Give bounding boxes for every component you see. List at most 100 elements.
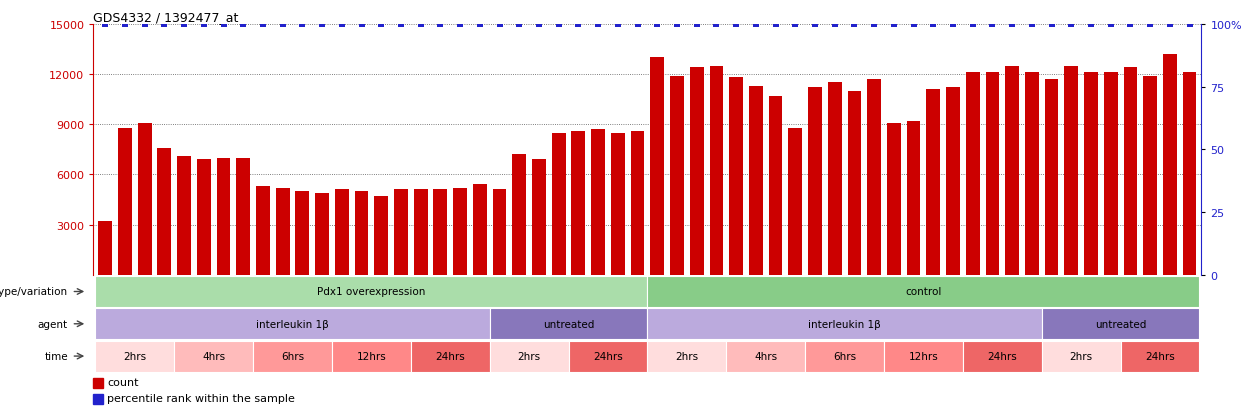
- Text: agent: agent: [37, 319, 68, 329]
- Point: [806, 21, 825, 28]
- Bar: [493, 190, 507, 275]
- Point: [351, 21, 371, 28]
- Bar: [413, 190, 427, 275]
- Bar: [788, 128, 802, 275]
- Bar: [197, 160, 210, 275]
- Bar: [808, 88, 822, 275]
- Text: count: count: [107, 377, 139, 387]
- Text: GDS4332 / 1392477_at: GDS4332 / 1392477_at: [93, 11, 239, 24]
- Point: [667, 21, 687, 28]
- Point: [293, 21, 312, 28]
- Text: time: time: [45, 351, 68, 361]
- Point: [411, 21, 431, 28]
- Bar: [453, 188, 467, 275]
- Bar: [157, 148, 172, 275]
- Bar: [986, 73, 1000, 275]
- Bar: [1064, 66, 1078, 275]
- Bar: [355, 192, 369, 275]
- Bar: [93, 394, 103, 404]
- Bar: [473, 185, 487, 275]
- Bar: [670, 76, 684, 275]
- Point: [569, 21, 589, 28]
- Bar: [690, 68, 703, 275]
- Bar: [868, 80, 881, 275]
- Point: [1140, 21, 1160, 28]
- Text: interleukin 1β: interleukin 1β: [256, 319, 329, 329]
- Point: [647, 21, 667, 28]
- Point: [706, 21, 726, 28]
- Bar: [295, 192, 309, 275]
- Bar: [118, 128, 132, 275]
- Point: [431, 21, 451, 28]
- Bar: [631, 132, 645, 275]
- Point: [96, 21, 116, 28]
- Text: 24hrs: 24hrs: [593, 351, 622, 361]
- Point: [588, 21, 608, 28]
- Point: [924, 21, 944, 28]
- Bar: [730, 78, 743, 275]
- Point: [1160, 21, 1180, 28]
- Text: percentile rank within the sample: percentile rank within the sample: [107, 393, 295, 403]
- Point: [982, 21, 1002, 28]
- Bar: [906, 121, 920, 275]
- Point: [469, 21, 489, 28]
- Point: [1101, 21, 1120, 28]
- Point: [1061, 21, 1081, 28]
- Point: [134, 21, 154, 28]
- Point: [627, 21, 647, 28]
- Bar: [1143, 76, 1157, 275]
- Bar: [256, 187, 270, 275]
- Text: 2hrs: 2hrs: [518, 351, 540, 361]
- Point: [1179, 21, 1199, 28]
- Point: [942, 21, 962, 28]
- Text: 4hrs: 4hrs: [202, 351, 225, 361]
- Bar: [315, 193, 329, 275]
- Text: 24hrs: 24hrs: [1145, 351, 1175, 361]
- Point: [824, 21, 844, 28]
- Bar: [828, 83, 842, 275]
- Bar: [275, 188, 290, 275]
- Point: [864, 21, 884, 28]
- Point: [509, 21, 529, 28]
- Text: control: control: [905, 287, 941, 297]
- Bar: [433, 190, 447, 275]
- Text: untreated: untreated: [543, 319, 594, 329]
- Bar: [650, 58, 664, 275]
- Point: [726, 21, 746, 28]
- Point: [451, 21, 471, 28]
- Point: [529, 21, 549, 28]
- Bar: [1163, 55, 1177, 275]
- Text: 4hrs: 4hrs: [754, 351, 777, 361]
- Bar: [1123, 68, 1138, 275]
- Point: [1002, 21, 1022, 28]
- Point: [962, 21, 982, 28]
- Text: 2hrs: 2hrs: [675, 351, 698, 361]
- Point: [115, 21, 134, 28]
- Bar: [1005, 66, 1020, 275]
- Text: 12hrs: 12hrs: [909, 351, 939, 361]
- Bar: [395, 190, 408, 275]
- Bar: [138, 123, 152, 275]
- Bar: [237, 158, 250, 275]
- Point: [766, 21, 786, 28]
- Point: [884, 21, 904, 28]
- Bar: [749, 86, 763, 275]
- Bar: [571, 132, 585, 275]
- Point: [253, 21, 273, 28]
- Bar: [946, 88, 960, 275]
- Text: 12hrs: 12hrs: [356, 351, 386, 361]
- Point: [1081, 21, 1101, 28]
- Point: [391, 21, 411, 28]
- Text: interleukin 1β: interleukin 1β: [808, 319, 881, 329]
- Point: [746, 21, 766, 28]
- Bar: [532, 160, 545, 275]
- Bar: [611, 133, 625, 275]
- Bar: [1183, 73, 1196, 275]
- Bar: [591, 130, 605, 275]
- Bar: [710, 66, 723, 275]
- Text: 6hrs: 6hrs: [833, 351, 857, 361]
- Bar: [217, 158, 230, 275]
- Bar: [98, 222, 112, 275]
- Point: [233, 21, 253, 28]
- Text: 6hrs: 6hrs: [281, 351, 304, 361]
